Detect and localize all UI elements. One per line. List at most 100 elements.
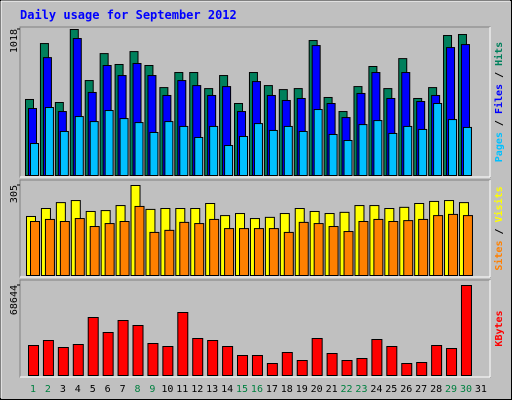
- x-tick-label: 12: [191, 384, 203, 395]
- x-tick-label: 2: [45, 384, 51, 395]
- chart-title: Daily usage for September 2012: [20, 8, 237, 22]
- bar: [30, 221, 40, 276]
- legend-entry: Files: [493, 84, 505, 114]
- bar: [388, 132, 398, 177]
- x-tick-label: 26: [400, 384, 412, 395]
- bar: [388, 221, 399, 276]
- x-tick-label: 27: [415, 384, 427, 395]
- x-tick-label: 5: [90, 384, 96, 395]
- bar: [433, 215, 444, 276]
- bar: [149, 131, 159, 176]
- bar: [119, 118, 129, 176]
- bar: [373, 120, 383, 176]
- x-tick-label: 7: [120, 384, 126, 395]
- bar: [119, 221, 130, 276]
- bar: [164, 121, 174, 176]
- x-tick-label: 24: [370, 384, 382, 395]
- bar: [311, 338, 323, 376]
- bar: [179, 221, 190, 276]
- bar: [328, 226, 339, 276]
- bar: [74, 116, 84, 176]
- bar: [283, 125, 293, 176]
- bar: [328, 133, 338, 176]
- x-tick-label: 15: [236, 384, 248, 395]
- x-tick-label: 16: [251, 384, 263, 395]
- bar: [358, 124, 368, 176]
- x-tick-label: 10: [161, 384, 173, 395]
- y-tick-label: 1018: [9, 29, 20, 53]
- bar: [59, 130, 69, 177]
- bar: [87, 317, 99, 376]
- bar: [132, 325, 144, 377]
- bar: [343, 140, 353, 176]
- bar: [134, 122, 144, 176]
- bar: [222, 346, 234, 377]
- x-tick-label: 13: [206, 384, 218, 395]
- bar: [283, 231, 294, 276]
- bar: [177, 312, 189, 376]
- bar: [418, 128, 428, 177]
- bar: [448, 119, 458, 176]
- bar: [418, 218, 429, 277]
- legend-entry: KBytes: [494, 310, 505, 346]
- x-tick-label: 28: [430, 384, 442, 395]
- bar: [386, 346, 398, 377]
- bar: [102, 332, 114, 377]
- legend-separator: /: [494, 66, 505, 84]
- legend-entry: Visits: [493, 186, 505, 222]
- bar: [134, 205, 145, 276]
- x-tick-label: 17: [266, 384, 278, 395]
- bar: [416, 362, 428, 376]
- x-tick-label: 19: [296, 384, 308, 395]
- bar: [268, 129, 278, 176]
- bar: [74, 218, 85, 276]
- bar: [403, 125, 413, 176]
- bar: [462, 215, 473, 276]
- legend-separator: /: [494, 114, 505, 132]
- bar: [433, 103, 443, 176]
- legend: Pages / Files / Hits: [493, 42, 505, 162]
- bar: [326, 353, 338, 377]
- legend: KBytes: [494, 310, 505, 346]
- bar: [57, 346, 69, 376]
- bar: [89, 121, 99, 176]
- bar: [373, 218, 384, 277]
- bar: [104, 223, 115, 276]
- x-tick-label: 14: [221, 384, 233, 395]
- bar: [403, 220, 414, 277]
- bar: [194, 136, 204, 177]
- bar: [44, 107, 54, 176]
- bar: [343, 231, 354, 277]
- legend-separator: /: [494, 222, 505, 240]
- bar: [251, 355, 263, 377]
- x-tick-label: 11: [176, 384, 188, 395]
- x-tick-label: 6: [105, 384, 111, 395]
- bar: [237, 355, 249, 377]
- legend-entry: Sites: [493, 241, 505, 271]
- bar: [117, 320, 129, 377]
- x-tick-label: 21: [326, 384, 338, 395]
- bar: [149, 231, 160, 276]
- bar: [253, 123, 263, 176]
- bar: [446, 348, 458, 377]
- bar: [313, 109, 323, 176]
- bar: [147, 343, 159, 376]
- bar: [460, 285, 472, 376]
- bar: [313, 223, 324, 276]
- legend: Sites / Visits: [493, 186, 505, 270]
- x-tick-label: 18: [281, 384, 293, 395]
- bar: [253, 228, 264, 277]
- x-tick-label: 23: [355, 384, 367, 395]
- bar: [192, 338, 204, 376]
- bar: [356, 358, 368, 377]
- bar: [358, 221, 369, 276]
- x-tick-label: 3: [60, 384, 66, 395]
- bar: [209, 218, 220, 277]
- bar: [28, 345, 39, 376]
- bar: [462, 126, 472, 176]
- x-tick-label: 4: [75, 384, 81, 395]
- bar: [162, 346, 174, 377]
- bar: [207, 339, 219, 376]
- x-tick-label: 1: [30, 384, 36, 395]
- bar: [59, 221, 70, 276]
